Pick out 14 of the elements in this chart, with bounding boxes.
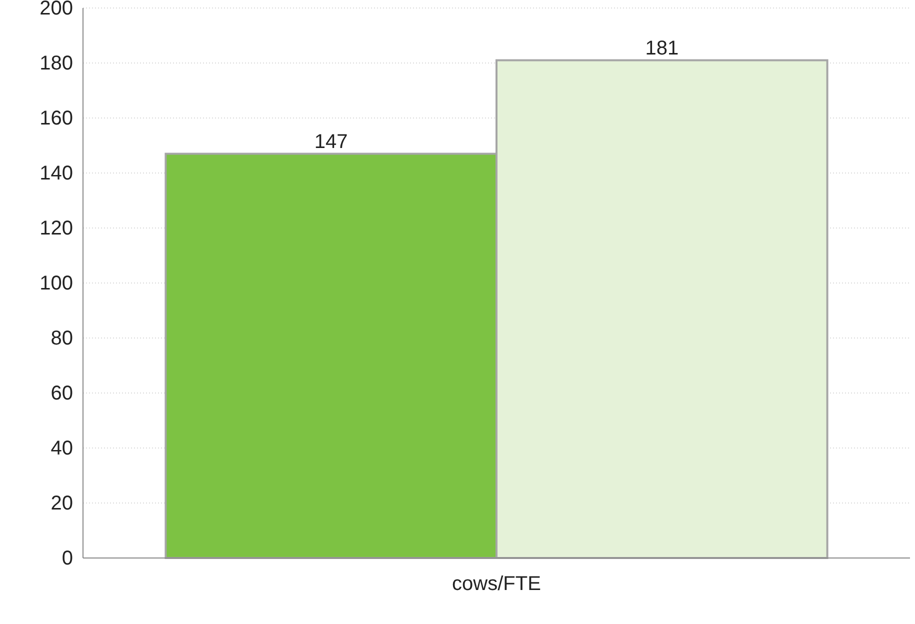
y-tick-label: 40 [50, 437, 73, 460]
y-tick-label: 120 [40, 217, 73, 240]
y-tick-label: 200 [40, 0, 73, 20]
y-tick-label: 100 [40, 272, 73, 294]
y-tick-label: 0 [62, 547, 73, 570]
data-label: 181 [645, 37, 679, 60]
y-tick-label: 60 [50, 382, 73, 404]
y-tick-label: 180 [40, 52, 73, 74]
y-tick-label: 20 [50, 492, 73, 514]
x-tick-label: cows/FTE [452, 573, 541, 595]
y-tick-label: 80 [50, 327, 73, 350]
data-label: 147 [314, 130, 348, 153]
y-tick-label: 160 [40, 107, 73, 130]
y-tick-label: 140 [40, 162, 73, 184]
